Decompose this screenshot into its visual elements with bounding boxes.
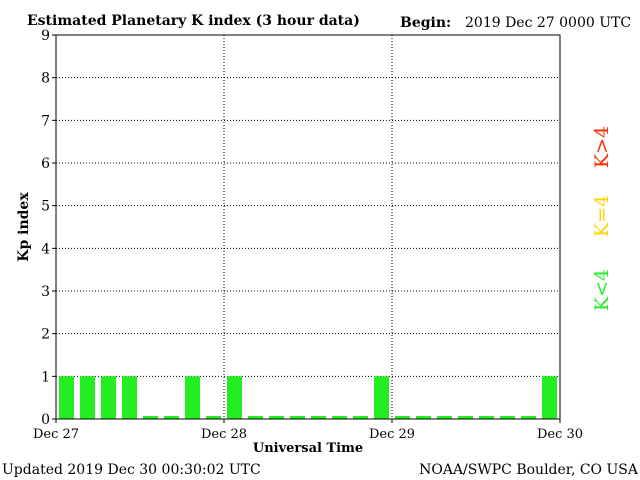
kp-bar [416,416,431,419]
y-axis-label: Kp index [16,192,32,262]
chart-title: Estimated Planetary K index (3 hour data… [27,13,360,29]
kp-bar [290,416,305,419]
grid-lines [56,35,560,419]
kp-bar [542,376,557,419]
y-tick-label: 0 [41,412,50,428]
x-axis-ticks: Dec 27 Dec 28 Dec 29 Dec 30 [33,419,583,442]
x-tick-label: Dec 30 [537,427,583,442]
credit-text: NOAA/SWPC Boulder, CO USA [419,462,639,478]
plot-frame [55,34,561,420]
kp-bar [164,416,179,419]
legend-mid: K=4 [591,195,613,237]
updated-timestamp: Updated 2019 Dec 30 00:30:02 UTC [2,462,261,478]
kp-bar [521,416,536,419]
legend-high: K>4 [591,126,613,168]
kp-bar [185,376,200,419]
kp-bar [143,416,158,419]
y-axis-ticks: 0 1 2 3 4 5 6 7 8 9 [41,28,56,428]
y-tick-label: 8 [41,71,50,87]
kp-bar [122,376,137,419]
kp-bar [395,416,410,419]
kp-bar [374,376,389,419]
kp-bar [437,416,452,419]
kp-bar [458,416,473,419]
kp-bar [80,376,95,419]
y-tick-label: 6 [41,156,50,172]
y-tick-label: 3 [41,284,50,300]
kp-bar [500,416,515,419]
kp-bar [248,416,263,419]
x-axis-label: Universal Time [253,441,363,456]
begin-label: Begin: [400,15,451,31]
kp-bar [206,416,221,419]
y-tick-label: 2 [41,327,50,343]
y-tick-label: 5 [41,199,50,215]
kp-bar [353,416,368,419]
y-tick-label: 1 [41,369,50,385]
y-tick-label: 4 [41,241,50,257]
kp-bar [269,416,284,419]
legend-low: K<4 [591,269,613,311]
x-tick-label: Dec 27 [33,427,79,442]
kp-bar [311,416,326,419]
y-tick-label: 9 [41,28,50,44]
kp-bar [479,416,494,419]
x-tick-label: Dec 28 [201,427,247,442]
begin-value: 2019 Dec 27 0000 UTC [465,15,631,31]
kp-bar [101,376,116,419]
kp-bar [59,376,74,419]
kp-bar [227,376,242,419]
x-tick-label: Dec 29 [369,427,415,442]
bars [59,376,557,419]
kp-bar [332,416,347,419]
y-tick-label: 7 [41,113,50,129]
